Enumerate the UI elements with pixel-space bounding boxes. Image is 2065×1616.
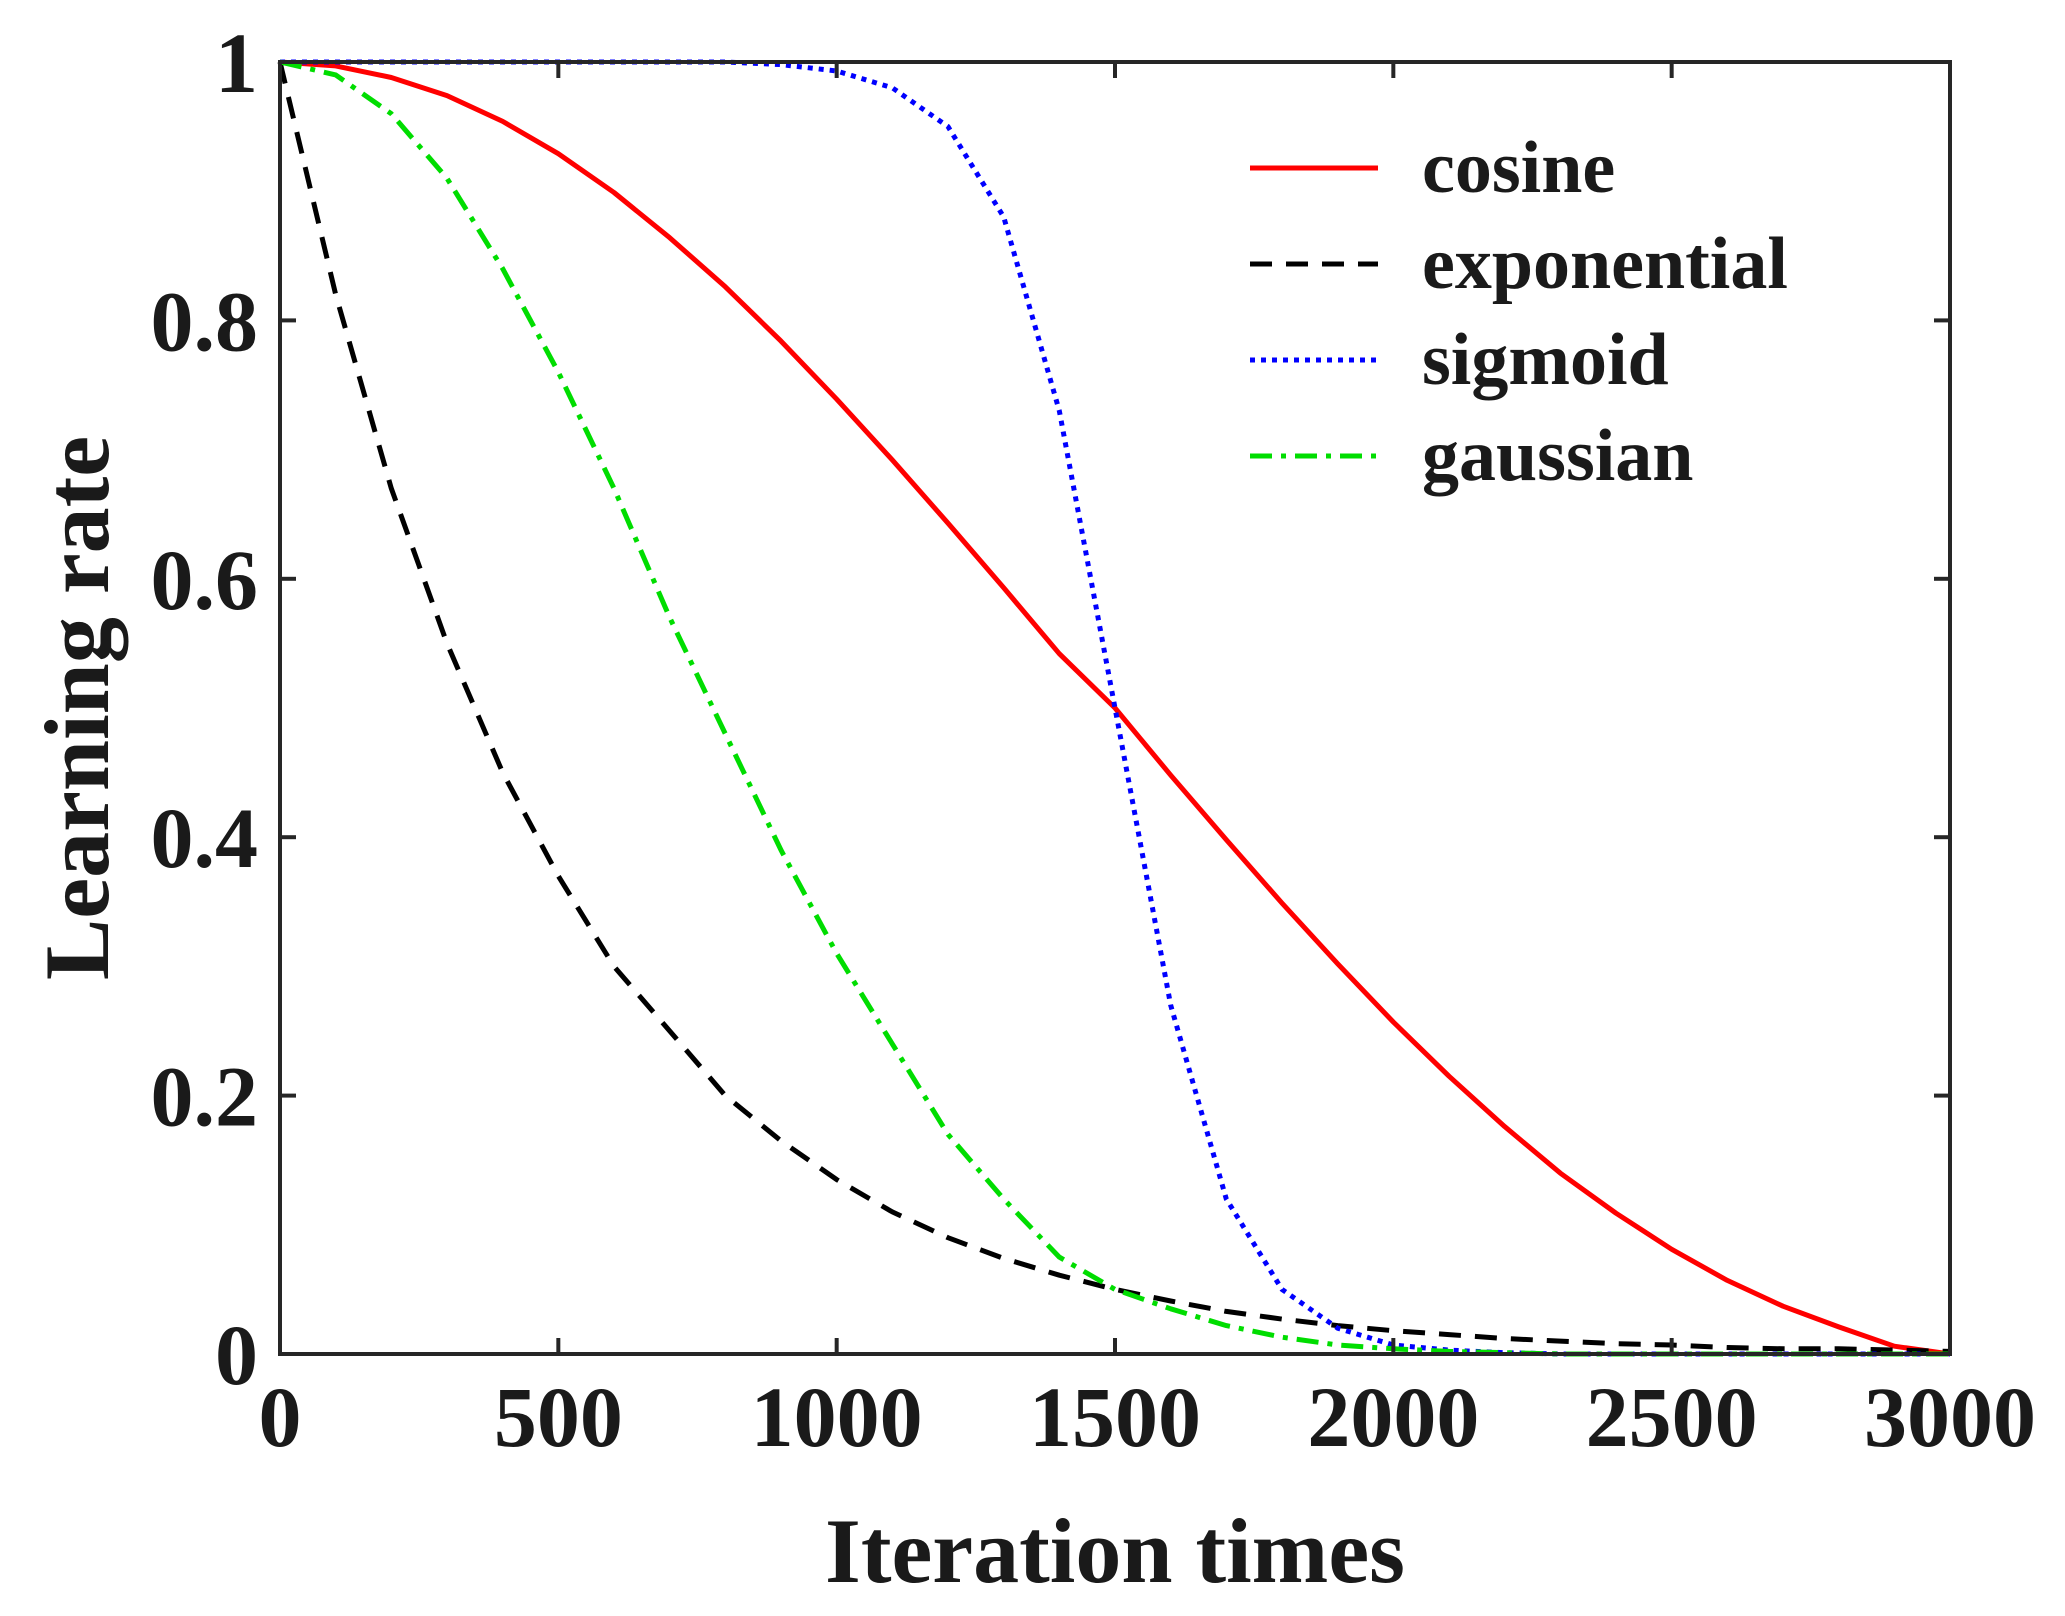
legend-label-gaussian: gaussian: [1422, 415, 1693, 497]
x-tick-label: 1500: [1029, 1369, 1201, 1465]
x-axis-title: Iteration times: [825, 1500, 1405, 1602]
y-tick-label: 0.2: [151, 1049, 259, 1145]
y-tick-label: 0.4: [151, 790, 259, 886]
legend-label-exponential: exponential: [1422, 223, 1788, 305]
x-tick-label: 2000: [1307, 1369, 1479, 1465]
series-line-cosine: [279, 59, 1951, 1357]
legend-label-cosine: cosine: [1422, 127, 1615, 209]
y-tick-label: 0.6: [151, 532, 259, 628]
ticks-layer: 0 500 1000 1500 2000 2500 3000 0 0.2 0.4 0.6 0.8 1: [151, 15, 2037, 1465]
x-tick-label: 2500: [1586, 1369, 1758, 1465]
x-tick-label: 0: [259, 1369, 302, 1465]
y-tick-label: 0.8: [151, 273, 259, 369]
x-tick-label: 3000: [1864, 1369, 2036, 1465]
legend-label-sigmoid: sigmoid: [1422, 319, 1669, 401]
x-tick-label: 1000: [751, 1369, 923, 1465]
x-tick-label: 500: [494, 1369, 623, 1465]
y-tick-label: 1: [215, 15, 258, 111]
legend: cosine exponential sigmoid gaussian: [1250, 127, 1788, 497]
y-tick-label: 0: [215, 1307, 258, 1403]
y-axis-title: Learning rate: [26, 436, 128, 980]
